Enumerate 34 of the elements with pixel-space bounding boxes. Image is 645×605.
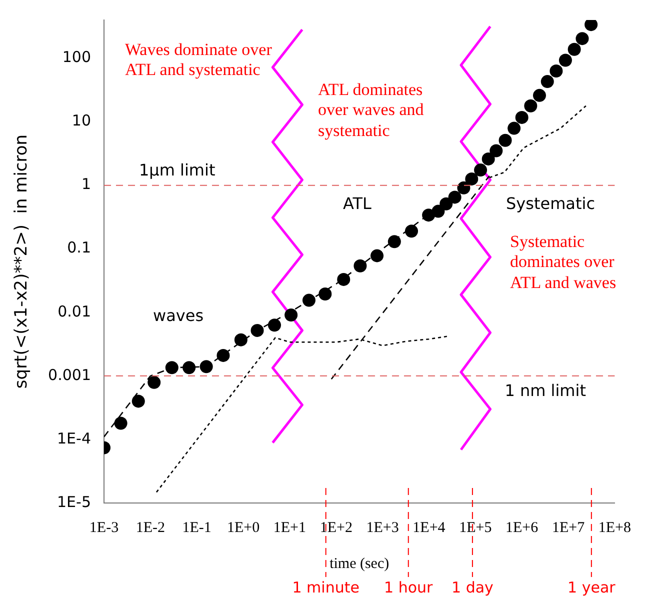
y-tick-label: 0.01 — [58, 302, 91, 320]
ref-line-label: 1 year — [568, 578, 616, 596]
x-tick-label: 1E+1 — [273, 520, 306, 536]
x-tick-label: 1E-1 — [182, 520, 212, 536]
x-tick-label: 1E+8 — [598, 520, 631, 536]
x-tick-label: 1E-3 — [89, 520, 119, 536]
x-tick-label: 1E+0 — [226, 520, 260, 536]
y-tick-label: 1 — [81, 175, 91, 194]
y-axis-title: sqrt(<(x1-x2)**2>) in micron — [12, 134, 32, 389]
y-tick-label: 1E-4 — [57, 429, 91, 448]
y-tick-label: 0.001 — [48, 366, 91, 384]
x-tick-label: 1E+4 — [412, 520, 446, 536]
annotation: ATL — [343, 194, 372, 214]
x-tick-label: 1E-2 — [136, 520, 166, 536]
y-tick-label: 1E-5 — [57, 492, 91, 511]
annotation: Waves dominate over ATL and systematic — [125, 40, 273, 81]
x-tick-label: 1E+7 — [552, 520, 586, 536]
annotation: waves — [153, 306, 205, 326]
annotation: ATL dominates over waves and systematic — [318, 80, 425, 142]
ref-line-label: 1 minute — [292, 578, 360, 596]
x-tick-label: 1E+5 — [459, 520, 492, 536]
ref-line-label: 1µm limit — [139, 160, 216, 180]
ref-line-label: 1 nm limit — [504, 381, 586, 400]
x-tick-label: 1E+3 — [366, 520, 399, 536]
y-tick-label: 0.1 — [67, 238, 91, 257]
ref-line-label: 1 hour — [384, 578, 434, 596]
x-axis-title: time (sec) — [330, 556, 390, 572]
y-tick-label: 100 — [62, 48, 91, 66]
x-tick-label: 1E+2 — [320, 520, 352, 536]
annotation: Systematic dominates over ATL and waves — [510, 232, 618, 294]
annotation: Systematic — [506, 194, 596, 214]
y-tick-label: 10 — [72, 112, 91, 130]
ref-line-label: 1 day — [452, 578, 494, 596]
x-tick-label: 1E+6 — [506, 520, 539, 536]
